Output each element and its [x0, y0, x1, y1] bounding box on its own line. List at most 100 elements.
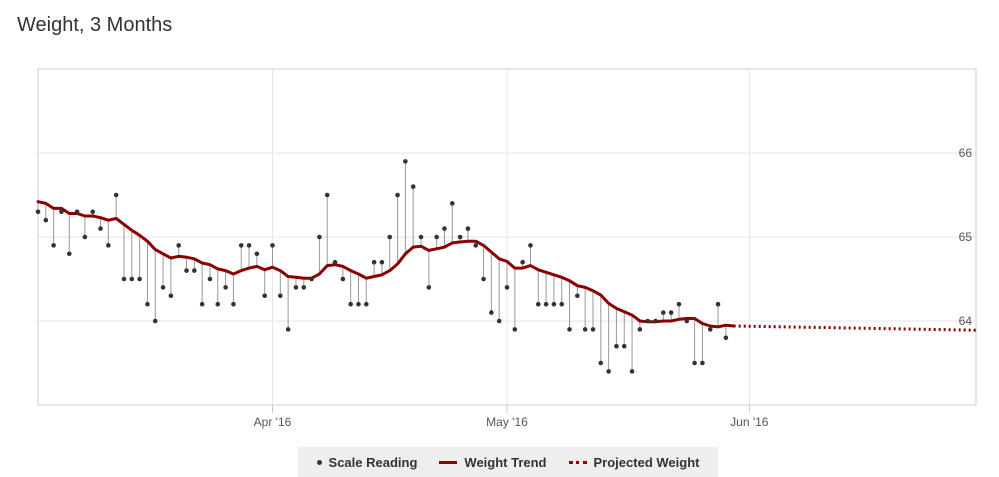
- y-tick-label: 64: [959, 314, 973, 328]
- scale-point: [582, 327, 588, 332]
- scale-point: [121, 276, 127, 282]
- legend-label-trend: Weight Trend: [464, 454, 547, 470]
- scale-point: [489, 310, 494, 315]
- legend-item-projected[interactable]: Projected Weight: [568, 455, 699, 470]
- scale-point: [309, 276, 314, 282]
- scale-point: [653, 318, 658, 324]
- scale-point: [90, 209, 96, 215]
- scale-point: [575, 293, 580, 299]
- scale-point: [43, 217, 49, 223]
- trend-line-icon: [439, 460, 458, 464]
- scale-point: [371, 259, 377, 265]
- legend-item-trend[interactable]: Weight Trend: [439, 454, 547, 470]
- scale-point: [176, 243, 181, 248]
- scale-point: [692, 360, 697, 366]
- x-tick-label: May '16: [486, 415, 528, 429]
- scale-point: [59, 209, 64, 215]
- scale-point: [481, 276, 486, 282]
- scale-point: [285, 327, 291, 332]
- scale-point: [661, 310, 666, 315]
- scale-point: [559, 301, 565, 307]
- scale-point: [348, 301, 353, 307]
- scale-point: [629, 369, 635, 374]
- x-axis-ticks: Apr '16 May '16 Jun '16: [254, 405, 769, 429]
- scale-point: [364, 301, 369, 307]
- scale-point: [645, 318, 650, 324]
- scale-point: [395, 192, 400, 198]
- scale-point: [504, 285, 510, 290]
- scale-point: [184, 268, 189, 273]
- scale-point: [418, 234, 424, 240]
- x-tick-label: Jun '16: [730, 415, 769, 429]
- scale-point: [676, 301, 682, 307]
- scale-point: [668, 310, 674, 315]
- scale-point: [551, 301, 557, 307]
- scale-point: [238, 243, 244, 248]
- scale-point: [192, 268, 197, 273]
- scale-point: [340, 276, 346, 282]
- scale-point: [606, 369, 611, 374]
- scale-point: [379, 259, 385, 265]
- scale-point: [434, 234, 439, 240]
- scale-point: [621, 343, 627, 349]
- scale-point: [301, 285, 307, 290]
- scale-point: [723, 335, 729, 341]
- scale-points: [35, 159, 729, 374]
- scale-point: [262, 293, 267, 299]
- projected-line: [733, 324, 977, 332]
- scale-point: [231, 301, 236, 307]
- scale-point: [332, 259, 338, 265]
- x-tick-label: Apr '16: [254, 415, 292, 429]
- scale-point: [246, 243, 252, 248]
- scale-point: [473, 243, 479, 248]
- scale-point: [410, 184, 416, 189]
- projected-line-icon: [568, 460, 587, 464]
- grid-lines: [38, 69, 976, 405]
- scale-point: [520, 259, 525, 265]
- scale-point: [98, 226, 103, 231]
- scale-point: [457, 234, 463, 240]
- projection-series: [733, 324, 977, 332]
- scale-point: [152, 318, 158, 324]
- scale-point: [465, 226, 471, 231]
- scale-point: [324, 192, 330, 198]
- scale-point: [223, 285, 228, 290]
- scale-stems: [37, 161, 727, 372]
- scale-point: [637, 327, 643, 332]
- trend-series: [36, 200, 736, 329]
- scale-point: [293, 285, 299, 290]
- scale-point: [426, 285, 432, 290]
- trend-line: [36, 200, 736, 329]
- legend-label-scale: Scale Reading: [328, 454, 418, 470]
- scale-point: [270, 243, 275, 248]
- chart-legend: Scale Reading Weight Trend Projected Wei…: [298, 447, 718, 477]
- scale-point: [215, 301, 221, 307]
- scale-point: [145, 301, 150, 307]
- scale-point: [684, 318, 690, 324]
- scale-point: [51, 243, 56, 248]
- scale-point: [254, 251, 260, 257]
- y-axis-ticks: 64 65 66: [959, 146, 973, 328]
- scale-point: [715, 301, 721, 307]
- scale-point: [614, 343, 619, 349]
- scale-point: [543, 301, 549, 307]
- scale-point: [387, 234, 393, 240]
- scale-point: [278, 293, 283, 299]
- scale-point: [567, 327, 572, 332]
- scale-point: [535, 301, 541, 307]
- scale-point: [137, 276, 142, 282]
- scale-point: [82, 234, 88, 240]
- scale-point: [356, 301, 361, 307]
- legend-item-scale[interactable]: Scale Reading: [316, 454, 418, 470]
- scale-point: [317, 234, 322, 240]
- y-tick-label: 66: [959, 146, 973, 160]
- y-tick-label: 65: [959, 230, 973, 244]
- chart-title: Weight, 3 Months: [17, 14, 173, 36]
- scale-point: [590, 327, 596, 332]
- scale-dot-icon: [316, 459, 322, 465]
- scale-point: [129, 276, 135, 282]
- scale-point: [113, 192, 119, 198]
- scale-point: [528, 243, 533, 248]
- scale-point: [496, 318, 502, 324]
